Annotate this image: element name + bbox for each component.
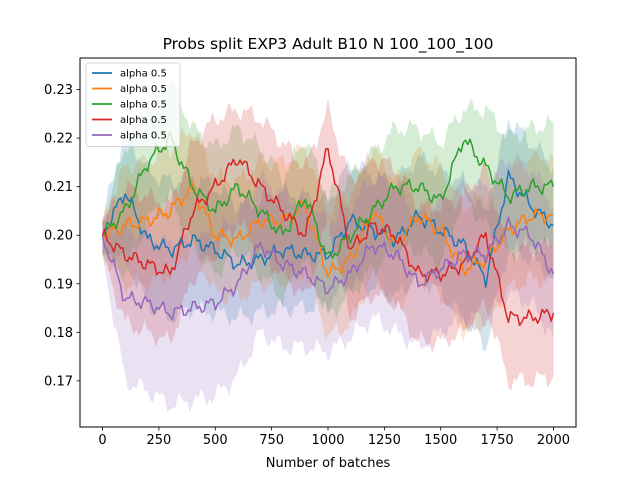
line-series-5 [101, 216, 555, 321]
chart-title: Probs split EXP3 Adult B10 N 100_100_100 [163, 35, 494, 54]
legend-label-2: alpha 0.5 [120, 84, 167, 95]
series-lines [101, 131, 555, 327]
legend-box [85, 62, 181, 147]
y-tick-label: 0.18 [44, 326, 73, 341]
legend-label-5: alpha 0.5 [120, 131, 167, 142]
band-series-1 [102, 119, 554, 351]
legend-label-4: alpha 0.5 [120, 115, 167, 126]
y-tick-label: 0.23 [44, 83, 73, 98]
x-tick-label: 1250 [368, 433, 401, 448]
y-tick-label: 0.17 [44, 374, 73, 389]
line-series-2 [102, 179, 554, 278]
x-tick-label: 1750 [481, 433, 514, 448]
x-tick-label: 1500 [424, 433, 457, 448]
x-axis-ticks: 0 250 500 750 1000 1250 1500 1750 2000 [98, 427, 570, 448]
y-tick-label: 0.22 [44, 132, 73, 147]
band-series-4 [102, 97, 554, 391]
band-series-5 [102, 151, 554, 413]
x-tick-label: 500 [203, 433, 228, 448]
line-series-3 [102, 131, 555, 259]
line-series-4 [101, 147, 555, 327]
y-tick-label: 0.21 [44, 180, 73, 195]
legend-label-1: alpha 0.5 [120, 69, 167, 80]
x-tick-label: 250 [146, 433, 171, 448]
x-tick-label: 2000 [537, 433, 570, 448]
x-tick-label: 1000 [311, 433, 344, 448]
y-tick-label: 0.19 [44, 277, 73, 292]
legend-label-3: alpha 0.5 [120, 100, 167, 111]
legend: alpha 0.5 alpha 0.5 alpha 0.5 alpha 0.5 alph… [85, 62, 181, 147]
y-tick-label: 0.20 [44, 229, 73, 244]
band-series-3 [102, 77, 554, 320]
x-tick-label: 750 [259, 433, 284, 448]
x-axis-label: Number of batches [266, 456, 391, 471]
y-axis-ticks: 0.17 0.18 0.19 0.20 0.21 0.22 0.23 [44, 83, 80, 389]
x-tick-label: 0 [98, 433, 106, 448]
